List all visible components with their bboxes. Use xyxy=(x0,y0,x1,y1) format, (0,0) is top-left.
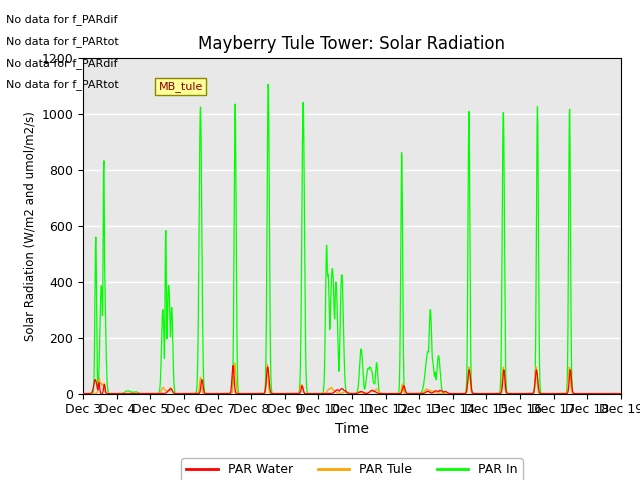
X-axis label: Time: Time xyxy=(335,422,369,436)
Text: No data for f_PARdif: No data for f_PARdif xyxy=(6,58,118,69)
Text: No data for f_PARtot: No data for f_PARtot xyxy=(6,79,119,90)
Text: No data for f_PARdif: No data for f_PARdif xyxy=(6,14,118,25)
Text: MB_tule: MB_tule xyxy=(159,81,203,92)
Text: No data for f_PARtot: No data for f_PARtot xyxy=(6,36,119,47)
Legend: PAR Water, PAR Tule, PAR In: PAR Water, PAR Tule, PAR In xyxy=(181,458,523,480)
Y-axis label: Solar Radiation (W/m2 and umol/m2/s): Solar Radiation (W/m2 and umol/m2/s) xyxy=(23,111,36,340)
Title: Mayberry Tule Tower: Solar Radiation: Mayberry Tule Tower: Solar Radiation xyxy=(198,35,506,53)
